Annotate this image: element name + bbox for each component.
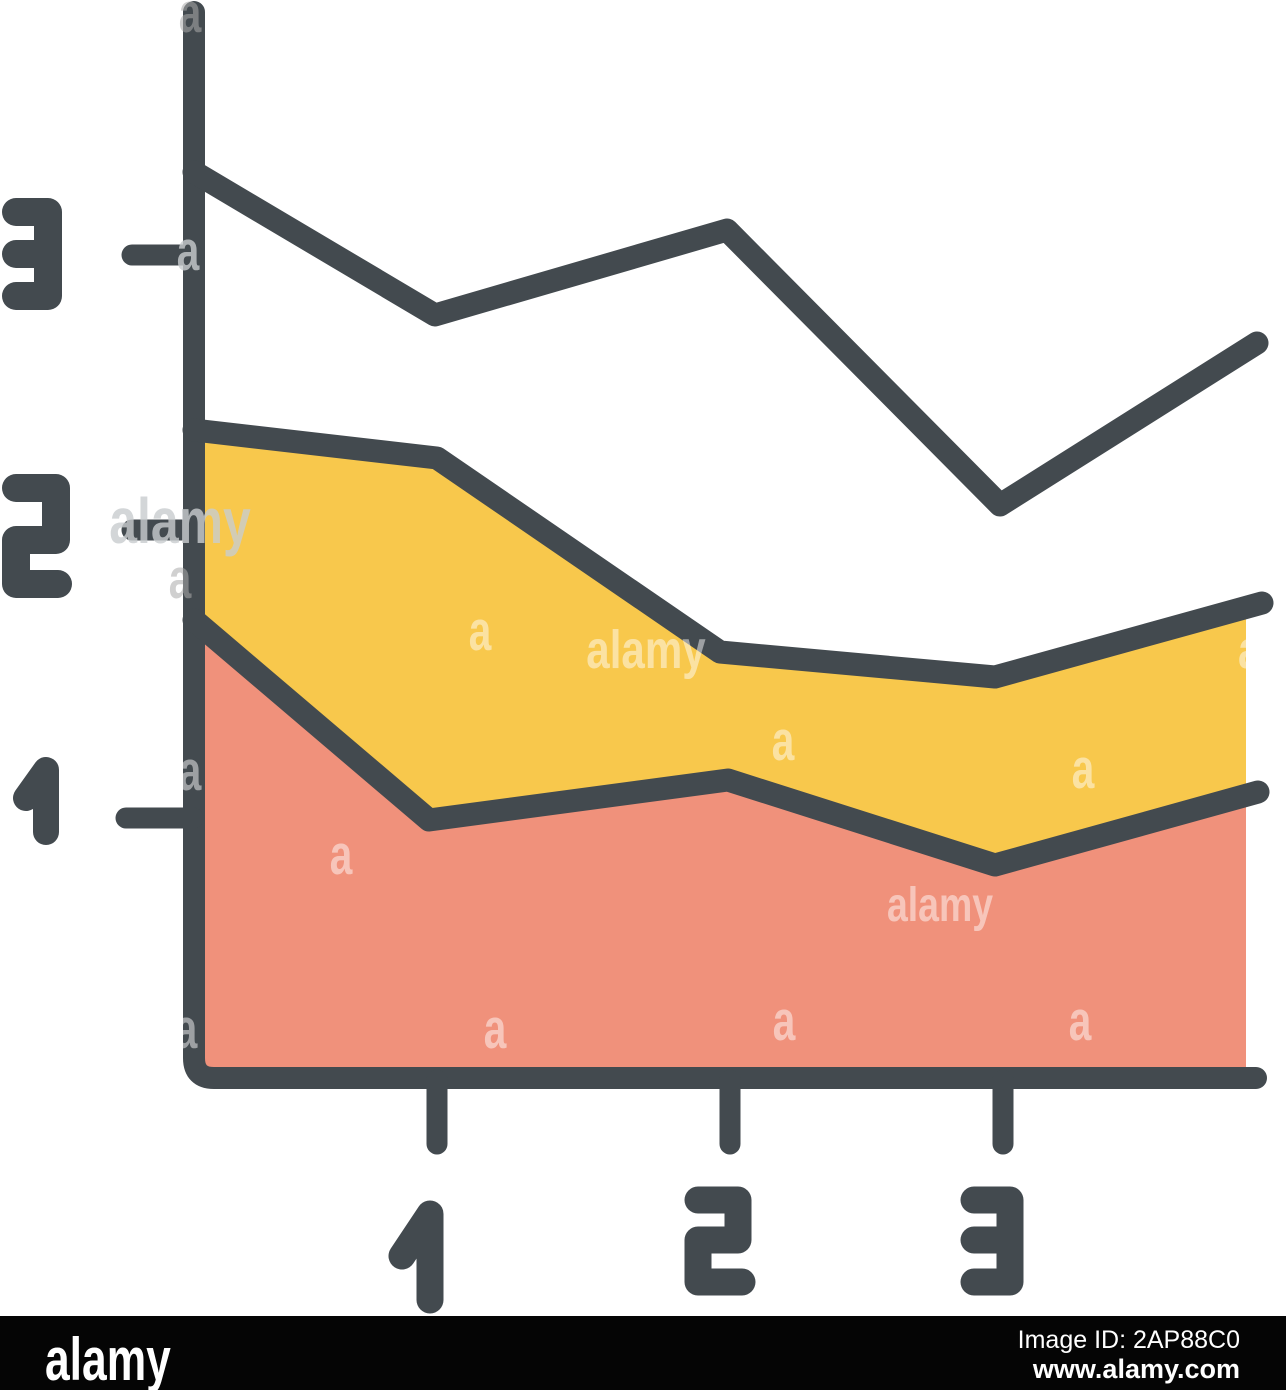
- x-axis-label-1: [388, 1200, 444, 1314]
- x-axis-label-3: [960, 1186, 1024, 1296]
- y-axis-label-1: [13, 757, 59, 845]
- watermark-a: a: [773, 991, 796, 1053]
- middle-area-line: [182, 418, 1274, 689]
- watermark-a: a: [469, 601, 492, 663]
- watermark-alamy-word: alamy: [109, 486, 251, 557]
- watermark-alamy-word: alamy: [887, 879, 993, 933]
- footer-bar: [0, 1316, 1286, 1390]
- top-line: [182, 160, 1269, 517]
- y-axis-label-3: [2, 198, 62, 310]
- watermark-alamy-word: alamy: [586, 620, 705, 680]
- watermark-a: a: [179, 0, 202, 45]
- watermark-a: a: [175, 999, 198, 1061]
- watermark-a: a: [169, 549, 192, 611]
- watermark-a: a: [1069, 991, 1092, 1053]
- watermark-a: a: [484, 999, 507, 1061]
- watermark-a: a: [330, 825, 353, 887]
- xy-axis: [183, 1, 1267, 1089]
- x-axis-label-2: [684, 1186, 756, 1296]
- watermark-a: a: [772, 711, 795, 773]
- website-text: www.alamy.com: [1032, 1354, 1240, 1384]
- alamy-logo: alamy: [45, 1327, 171, 1390]
- middle-area-fill: [205, 434, 1246, 863]
- watermark-a: a: [1072, 739, 1095, 801]
- watermark-a: a: [179, 741, 202, 803]
- y-axis-label-2: [2, 474, 72, 598]
- image-id-text: Image ID: 2AP88C0: [1018, 1326, 1240, 1354]
- watermark-alamy-word: alamy: [1238, 620, 1286, 680]
- bottom-area-fill: [205, 624, 1246, 1068]
- bottom-area-line: [182, 608, 1270, 877]
- watermark-layer: alamy alamy alamy alamy a a a a a a a a …: [109, 0, 1286, 1061]
- watermark-a: a: [177, 221, 200, 283]
